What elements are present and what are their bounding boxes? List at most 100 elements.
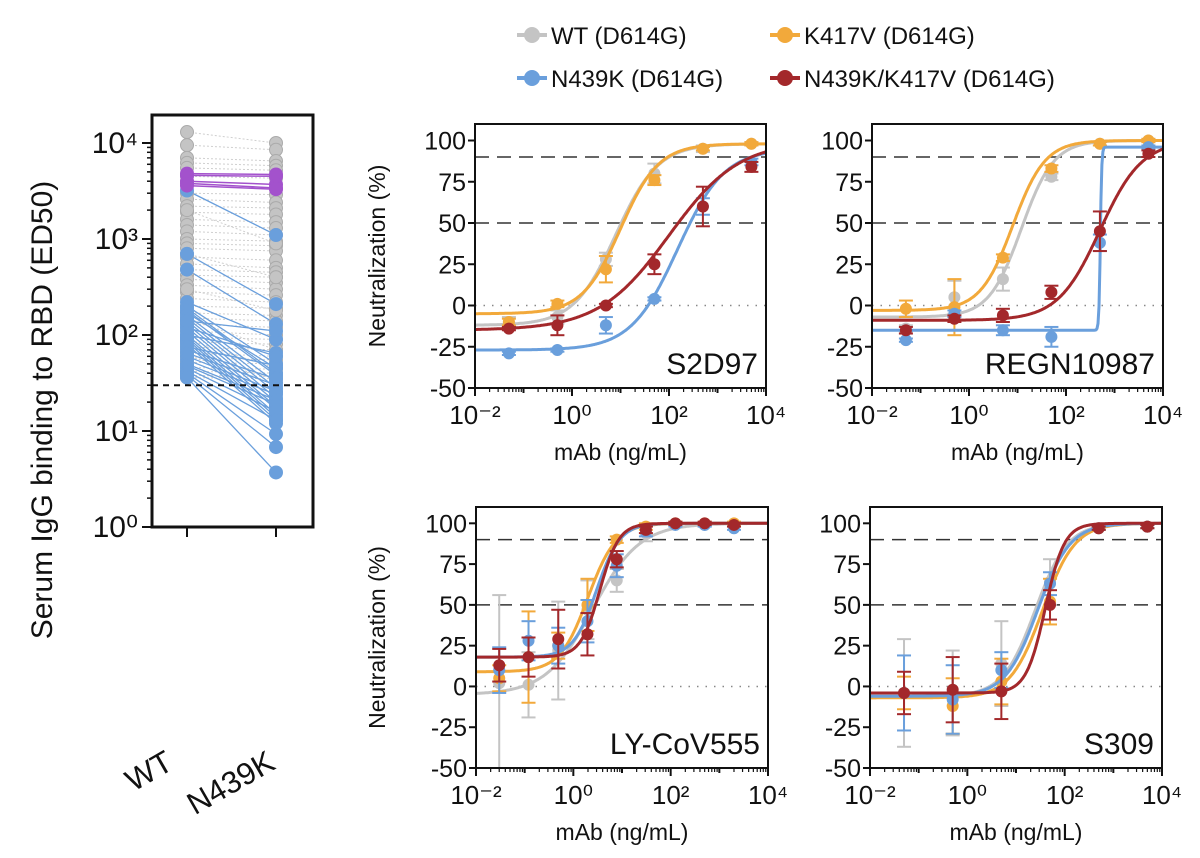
pair-line-reduced xyxy=(186,363,277,401)
legend: WT (D614G) K417V (D614G) N439K (D614G) N439… xyxy=(517,23,1055,93)
fit-curve xyxy=(872,145,1163,332)
data-point xyxy=(1141,520,1154,533)
pair-line-unchanged xyxy=(186,278,277,284)
pair-line-highlight xyxy=(186,172,277,176)
data-point xyxy=(551,297,564,310)
point-wt xyxy=(180,262,194,277)
panel-ly-cov555: -50 -25 0 25 50 75 100 10⁻² 10⁰ 10² 10⁴ mAb (ng/mL)… xyxy=(364,506,788,845)
panel-s2d97: -50 -25 0 25 50 75 100 10⁻² 10⁰ 10² 10⁴ mAb (ng/mL)… xyxy=(364,123,786,465)
pair-line-reduced xyxy=(186,374,277,448)
series-k417v-d614g- xyxy=(476,517,768,704)
fit-curve xyxy=(870,521,1162,695)
pair-line-unchanged xyxy=(186,224,277,229)
point-n439k xyxy=(269,349,283,364)
y-axis-label: Serum IgG binding to RBD (ED50) xyxy=(26,181,59,640)
series-n439k-k417v-d614g- xyxy=(475,150,766,337)
data-point xyxy=(502,322,515,335)
point-wt xyxy=(180,370,194,385)
y-tick-label: -25 xyxy=(827,334,863,362)
y-tick-label: 50 xyxy=(835,210,863,238)
legend-marker xyxy=(524,27,540,43)
y-axis-label: Neutralization (%) xyxy=(364,546,390,729)
data-point xyxy=(899,302,912,315)
point-wt xyxy=(180,282,194,297)
y-tick-label: -25 xyxy=(430,334,466,362)
y-axis-label: Neutralization (%) xyxy=(364,165,390,348)
pair-line-unchanged xyxy=(186,312,277,316)
x-tick-label: 10² xyxy=(652,780,690,810)
point-n439k xyxy=(269,270,283,285)
x-category-label: WT xyxy=(119,744,178,798)
pair-line-reduced xyxy=(186,317,277,389)
panel-s309: -50 -25 0 25 50 75 100 10⁻² 10⁰ 10² 10⁴ mAb (ng/mL)… xyxy=(819,506,1182,845)
y-tick-label: 10³ xyxy=(95,223,138,256)
data-point xyxy=(502,347,515,360)
fit-curve xyxy=(476,521,768,695)
pair-line-reduced xyxy=(186,301,277,340)
pair-line-unchanged xyxy=(186,205,277,209)
pair-line-reduced xyxy=(186,349,277,380)
pair-line-reduced xyxy=(186,334,277,354)
data-point xyxy=(996,309,1009,322)
data-point xyxy=(696,142,709,155)
pair-line-unchanged xyxy=(186,274,277,278)
pair-line-unchanged xyxy=(186,218,277,223)
x-tick-label: 10⁰ xyxy=(948,780,987,810)
data-point xyxy=(599,263,612,276)
pair-line-highlight xyxy=(186,180,277,186)
point-n439k xyxy=(269,465,283,480)
y-tick-label: 10⁰ xyxy=(93,511,138,544)
y-tick-label: 0 xyxy=(847,673,861,701)
y-tick-label: 25 xyxy=(439,633,467,661)
fit-curve xyxy=(475,150,766,331)
y-tick-label: -25 xyxy=(431,714,467,742)
pair-line-unchanged xyxy=(186,352,277,357)
point-wt xyxy=(180,203,194,218)
y-tick-label: 25 xyxy=(835,251,863,279)
legend-marker xyxy=(524,70,540,86)
point-n439k xyxy=(269,297,283,312)
y-tick-label: 10² xyxy=(95,319,138,352)
fit-curve xyxy=(870,521,1162,700)
x-axis-label: mAb (ng/mL) xyxy=(951,439,1084,465)
fit-curve xyxy=(872,139,1163,312)
y-tick-label: 10⁴ xyxy=(92,127,138,160)
data-point xyxy=(648,174,661,187)
pair-line-unchanged xyxy=(186,198,277,203)
pair-line-unchanged xyxy=(186,355,277,380)
pair-line-reduced xyxy=(186,326,277,357)
pair-line-reduced xyxy=(186,352,277,386)
pair-line-reduced xyxy=(186,309,277,376)
data-point xyxy=(610,553,623,566)
series-n439k-k417v-d614g- xyxy=(476,517,768,683)
pair-line-unchanged xyxy=(186,336,277,340)
pair-line-unchanged xyxy=(186,288,277,311)
x-axis-label: mAb (ng/mL) xyxy=(556,819,689,845)
fit-curve xyxy=(475,142,766,316)
pair-line-unchanged xyxy=(186,167,277,171)
legend-label: N439K/K417V (D614G) xyxy=(804,66,1055,93)
data-point xyxy=(552,633,565,646)
pair-line-unchanged xyxy=(186,247,277,252)
pair-line-unchanged xyxy=(186,192,277,196)
data-point xyxy=(669,517,682,530)
pair-line-unchanged xyxy=(186,256,277,261)
data-point xyxy=(995,685,1008,698)
y-tick-label: 75 xyxy=(833,551,861,579)
data-point xyxy=(727,518,740,531)
pair-line-unchanged xyxy=(186,330,277,336)
y-tick-label: 50 xyxy=(439,592,467,620)
y-tick-label: 0 xyxy=(452,293,466,321)
series-wt-d614g- xyxy=(872,134,1163,335)
pair-line-reduced xyxy=(186,346,277,367)
x-tick-label: 10⁰ xyxy=(554,780,593,810)
legend-marker xyxy=(777,70,793,86)
data-point xyxy=(1045,170,1058,183)
x-tick-label: 10⁻² xyxy=(846,400,898,430)
pair-line-unchanged xyxy=(186,144,277,151)
legend-item: N439K/K417V (D614G) xyxy=(770,66,1055,93)
legend-marker xyxy=(777,27,793,43)
pair-line-reduced xyxy=(186,359,277,396)
panel-title: S2D97 xyxy=(666,348,758,381)
